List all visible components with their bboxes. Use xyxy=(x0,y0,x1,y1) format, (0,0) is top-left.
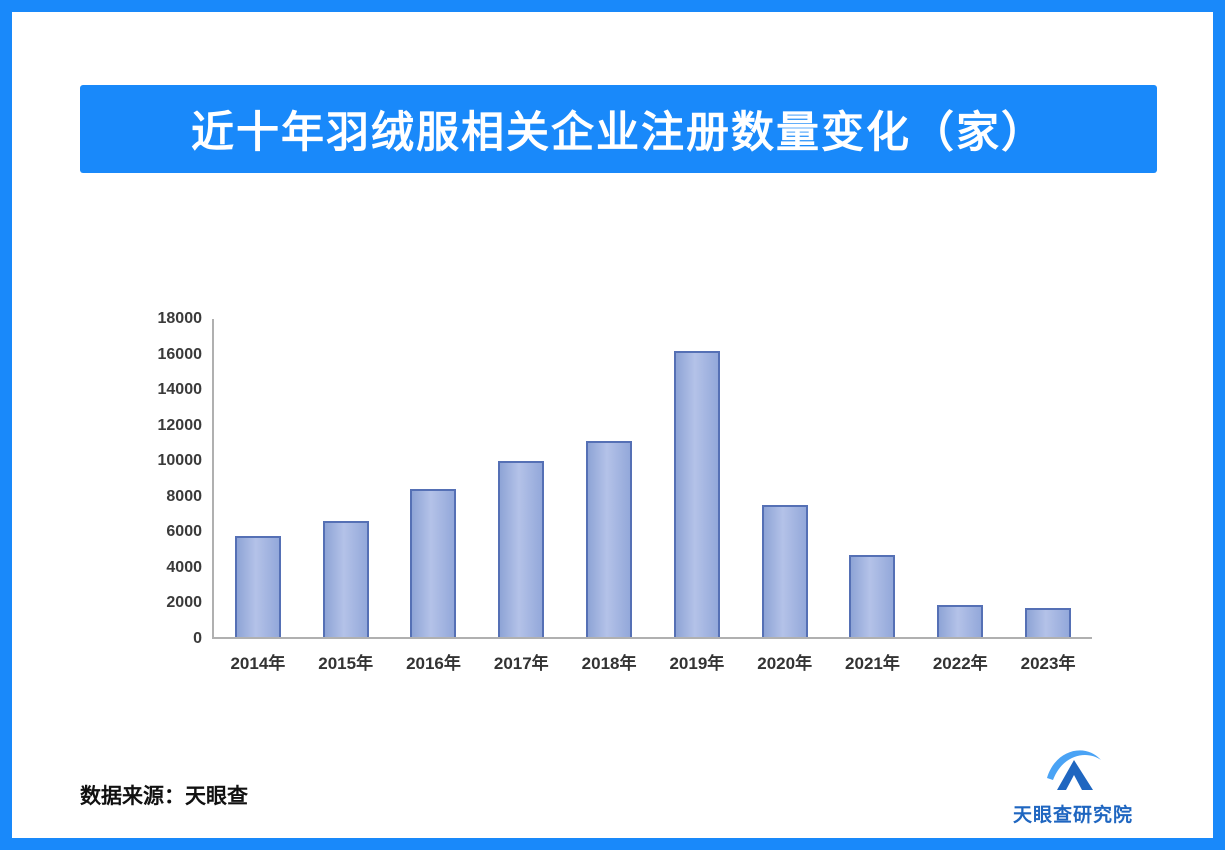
bar-column: 2018年 xyxy=(565,319,653,673)
x-axis-tick-label: 2022年 xyxy=(932,654,988,673)
bar-column: 2016年 xyxy=(390,319,478,673)
y-axis-tick-label: 12000 xyxy=(157,416,203,434)
y-axis-tick-label: 0 xyxy=(193,630,202,647)
bar xyxy=(586,441,633,637)
x-axis-tick-label: 2023年 xyxy=(1020,654,1076,673)
bar-column: 2019年 xyxy=(653,319,741,673)
y-axis-tick-label: 2000 xyxy=(166,594,202,612)
bar-column: 2021年 xyxy=(829,319,917,673)
brand-name: 天眼查研究院 xyxy=(1012,805,1133,826)
bar-column: 2015年 xyxy=(302,319,390,673)
tianyancha-logo-icon xyxy=(1047,750,1101,790)
bar xyxy=(937,605,984,637)
x-axis-tick-label: 2019年 xyxy=(669,654,725,673)
bar xyxy=(410,489,457,637)
bar-column: 2014年 xyxy=(214,319,302,673)
brand-logo: 天眼查研究院 xyxy=(988,740,1158,827)
bar-column: 2020年 xyxy=(741,319,829,673)
data-source-label: 数据来源：天眼查 xyxy=(80,785,248,808)
x-axis-tick-label: 2020年 xyxy=(757,654,813,673)
bar xyxy=(673,351,720,637)
x-axis-tick-label: 2014年 xyxy=(230,654,286,673)
x-axis-tick-label: 2015年 xyxy=(318,654,374,673)
bar xyxy=(761,505,808,637)
chart-title: 近十年羽绒服相关企业注册数量变化（家） xyxy=(191,109,1046,157)
y-axis-tick-label: 18000 xyxy=(157,310,203,327)
bar-column: 2017年 xyxy=(477,319,565,673)
y-axis-tick-label: 6000 xyxy=(166,523,202,541)
bar-chart: 2014年 2015年 2016年 2017年 2018年 2019年 2020年 2021年… xyxy=(12,12,1213,838)
bar xyxy=(849,555,896,637)
chart-title-banner: 近十年羽绒服相关企业注册数量变化（家） xyxy=(80,85,1157,173)
y-axis-tick-label: 14000 xyxy=(157,381,203,399)
y-axis-tick-label: 16000 xyxy=(157,345,203,363)
x-axis-tick-label: 2016年 xyxy=(406,654,461,673)
bar-column: 2023年 xyxy=(1004,319,1092,673)
y-axis-tick-label: 4000 xyxy=(166,558,202,576)
x-axis-tick-label: 2021年 xyxy=(845,654,900,673)
x-axis-tick-label: 2018年 xyxy=(581,654,637,673)
bar xyxy=(234,536,281,637)
plot-area: 2014年 2015年 2016年 2017年 2018年 2019年 2020年 2021年… xyxy=(212,319,1092,673)
bar xyxy=(498,461,545,637)
y-axis-tick-label: 10000 xyxy=(157,452,203,470)
y-axis-tick-label: 8000 xyxy=(166,487,202,505)
bar xyxy=(322,521,369,637)
x-axis-tick-label: 2017年 xyxy=(493,654,549,673)
bar xyxy=(1025,608,1072,637)
bar-column: 2022年 xyxy=(916,319,1004,673)
